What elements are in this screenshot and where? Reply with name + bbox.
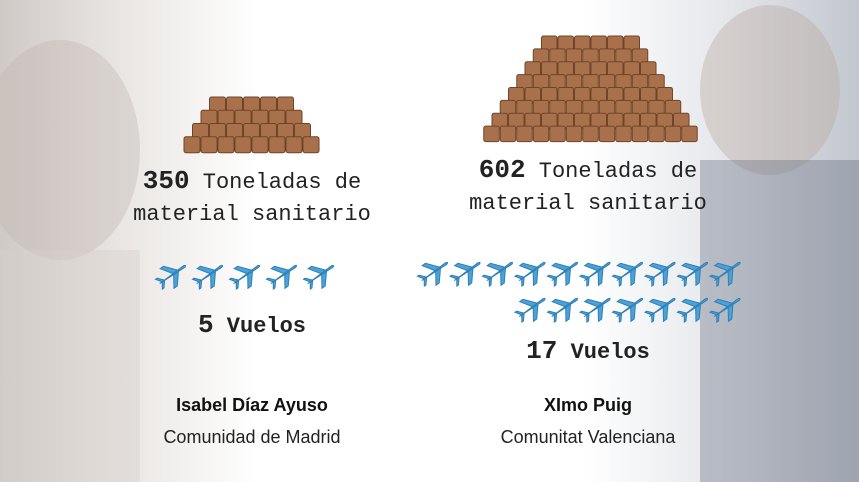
- box: [234, 136, 252, 154]
- box: [598, 125, 616, 143]
- box: [483, 125, 500, 143]
- box: [681, 125, 698, 143]
- plane: [708, 297, 741, 324]
- box: [183, 136, 201, 154]
- plane: [191, 264, 224, 291]
- photo-right: [700, 160, 859, 482]
- plane: [265, 264, 298, 291]
- plane: [676, 261, 709, 288]
- tons-line: 602 Toneladas de: [479, 155, 697, 185]
- box: [664, 125, 682, 143]
- plane-shape: [676, 261, 709, 288]
- box: [615, 125, 632, 143]
- box: [648, 125, 665, 143]
- photo-right: [700, 5, 840, 175]
- box: [631, 125, 649, 143]
- plane: [228, 264, 261, 291]
- plane-shape: [578, 261, 611, 288]
- plane-shape: [611, 297, 644, 324]
- tons-value: 602: [479, 155, 526, 185]
- box: [582, 125, 599, 143]
- plane: [481, 261, 514, 288]
- plane-shape: [302, 264, 335, 291]
- flights-line: 17 Vuelos: [526, 336, 650, 366]
- plane-shape: [191, 264, 224, 291]
- box: [251, 136, 269, 154]
- tons-value: 350: [143, 166, 190, 196]
- flights-line: 5 Vuelos: [198, 310, 306, 340]
- plane: [643, 297, 676, 324]
- plane-shape: [611, 261, 644, 288]
- plane: [611, 261, 644, 288]
- plane-shape: [448, 261, 481, 288]
- plane-shape: [546, 261, 579, 288]
- plane: [611, 297, 644, 324]
- box: [285, 136, 303, 154]
- plane: [578, 297, 611, 324]
- plane: [578, 261, 611, 288]
- box: [516, 125, 533, 143]
- person-name: Isabel Díaz Ayuso: [176, 395, 328, 415]
- person-name: XImo Puig: [544, 395, 632, 415]
- tons-line: 350 Toneladas de: [143, 166, 361, 196]
- box: [499, 125, 517, 143]
- flights-value: 5: [198, 310, 214, 340]
- box: [532, 125, 550, 143]
- plane: [643, 261, 676, 288]
- plane: [708, 261, 741, 288]
- plane-shape: [676, 297, 709, 324]
- region: Comunitat Valenciana: [501, 427, 677, 447]
- plane-shape: [513, 261, 546, 288]
- plane: [513, 297, 546, 324]
- plane-shape: [643, 261, 676, 288]
- plane-shape: [708, 297, 741, 324]
- material: material sanitario: [133, 202, 371, 227]
- plane-shape: [265, 264, 298, 291]
- plane-shape: [154, 264, 187, 291]
- plane: [546, 261, 579, 288]
- plane-shape: [228, 264, 261, 291]
- plane: [448, 261, 481, 288]
- plane-shape: [546, 297, 579, 324]
- box: [302, 136, 320, 154]
- plane: [416, 261, 449, 288]
- region: Comunidad de Madrid: [163, 427, 340, 447]
- plane-shape: [513, 297, 546, 324]
- flights-label: Vuelos: [571, 340, 650, 365]
- photo-left: [0, 250, 140, 482]
- box: [200, 136, 218, 154]
- photo-left: [0, 40, 140, 260]
- plane-shape: [481, 261, 514, 288]
- plane-shape: [708, 261, 741, 288]
- material: material sanitario: [469, 191, 707, 216]
- plane: [154, 264, 187, 291]
- box: [565, 125, 583, 143]
- tons-label: Toneladas de: [203, 170, 361, 195]
- tons-label: Toneladas de: [539, 159, 697, 184]
- box: [268, 136, 286, 154]
- plane-shape: [416, 261, 449, 288]
- box: [217, 136, 235, 154]
- plane-shape: [578, 297, 611, 324]
- plane: [302, 264, 335, 291]
- plane: [546, 297, 579, 324]
- box: [549, 125, 566, 143]
- flights-label: Vuelos: [227, 314, 306, 339]
- flights-value: 17: [526, 336, 557, 366]
- plane: [513, 261, 546, 288]
- plane: [676, 297, 709, 324]
- plane-shape: [643, 297, 676, 324]
